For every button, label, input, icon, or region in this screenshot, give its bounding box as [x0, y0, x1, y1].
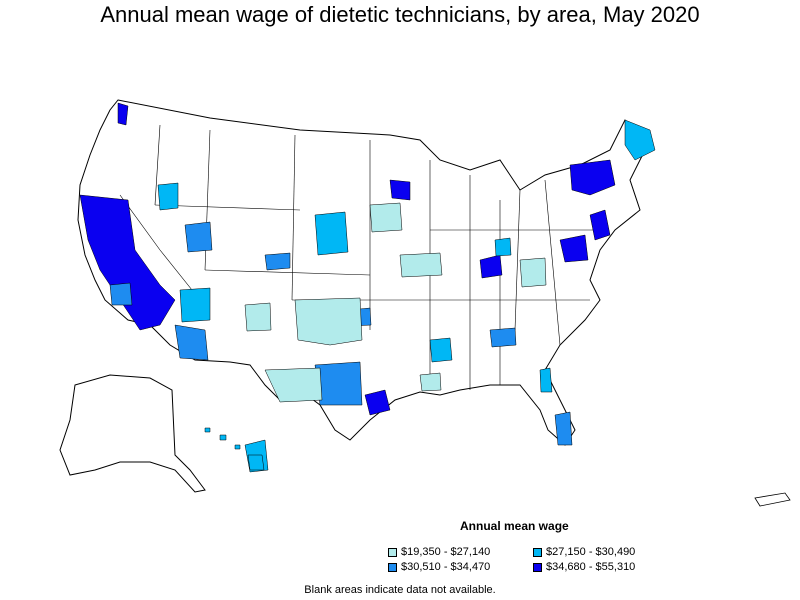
- tier4-areas: [79, 102, 616, 416]
- legend-item-tier4: $34,680 - $55,310: [533, 561, 635, 573]
- footnote: Blank areas indicate data not available.: [304, 584, 496, 596]
- legend-item-tier1: $19,350 - $27,140: [388, 546, 490, 558]
- map-title: Annual mean wage of dietetic technicians…: [100, 2, 700, 27]
- legend-swatch-tier4: [533, 562, 542, 572]
- legend-label-tier2: $27,150 - $30,490: [546, 546, 636, 558]
- legend-title: Annual mean wage: [460, 519, 569, 533]
- state-borders: [119, 124, 600, 390]
- alaska-outline: [59, 374, 206, 493]
- legend-item-tier3: $30,510 - $34,470: [388, 561, 490, 573]
- legend-item-tier2: $27,150 - $30,490: [533, 546, 635, 558]
- tier1-areas: [244, 202, 547, 403]
- hawaii-islands: [204, 427, 265, 471]
- legend-swatch-tier1: [388, 547, 397, 557]
- legend-label-tier3: $30,510 - $34,470: [401, 561, 491, 573]
- legend-label-tier1: $19,350 - $27,140: [401, 546, 491, 558]
- puerto-rico: [754, 492, 791, 507]
- legend-swatch-tier3: [388, 562, 397, 572]
- legend-label-tier4: $34,680 - $55,310: [546, 561, 636, 573]
- legend-swatch-tier2: [533, 547, 542, 557]
